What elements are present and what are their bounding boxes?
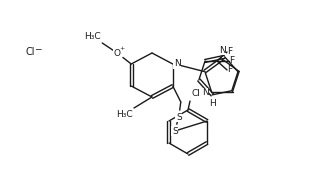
- Text: F: F: [229, 56, 234, 65]
- Text: H: H: [209, 99, 216, 108]
- Text: N: N: [218, 46, 225, 55]
- Text: H₃C: H₃C: [84, 32, 101, 41]
- Text: F: F: [227, 47, 232, 56]
- Text: S: S: [176, 113, 182, 122]
- Text: Cl: Cl: [192, 89, 201, 98]
- Text: N: N: [174, 59, 181, 69]
- Text: N: N: [202, 88, 209, 97]
- Text: F: F: [227, 65, 232, 74]
- Text: O: O: [114, 48, 121, 57]
- Text: −: −: [34, 45, 42, 54]
- Text: Cl: Cl: [25, 47, 35, 57]
- Text: H₃C: H₃C: [116, 110, 133, 119]
- Text: +: +: [119, 47, 125, 52]
- Text: S: S: [172, 126, 178, 135]
